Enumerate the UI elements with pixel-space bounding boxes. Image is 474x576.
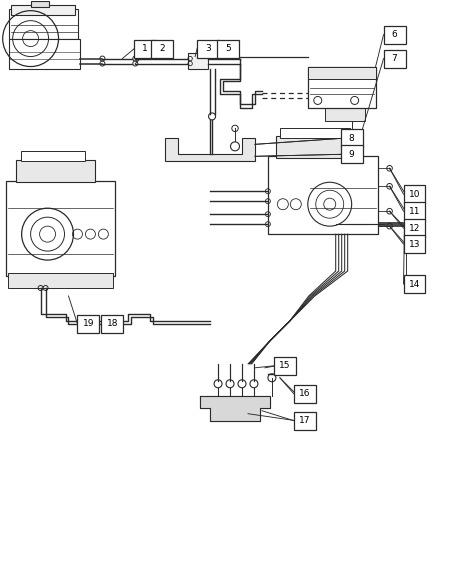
FancyBboxPatch shape bbox=[383, 26, 405, 44]
FancyBboxPatch shape bbox=[325, 108, 365, 122]
FancyBboxPatch shape bbox=[341, 130, 363, 147]
FancyBboxPatch shape bbox=[403, 219, 426, 237]
Text: 2: 2 bbox=[159, 44, 165, 53]
FancyBboxPatch shape bbox=[308, 67, 375, 108]
Text: 18: 18 bbox=[107, 320, 118, 328]
Text: 17: 17 bbox=[299, 416, 310, 425]
FancyBboxPatch shape bbox=[403, 235, 426, 253]
FancyBboxPatch shape bbox=[276, 137, 358, 158]
FancyBboxPatch shape bbox=[308, 67, 375, 78]
FancyBboxPatch shape bbox=[101, 315, 123, 333]
FancyBboxPatch shape bbox=[403, 275, 426, 293]
FancyBboxPatch shape bbox=[294, 412, 316, 430]
FancyBboxPatch shape bbox=[16, 160, 95, 182]
FancyBboxPatch shape bbox=[217, 40, 239, 58]
FancyBboxPatch shape bbox=[403, 185, 426, 203]
FancyBboxPatch shape bbox=[8, 273, 113, 288]
FancyBboxPatch shape bbox=[9, 39, 81, 69]
Text: 15: 15 bbox=[279, 361, 291, 370]
FancyBboxPatch shape bbox=[403, 202, 426, 220]
FancyBboxPatch shape bbox=[151, 40, 173, 58]
FancyBboxPatch shape bbox=[21, 151, 85, 161]
FancyBboxPatch shape bbox=[383, 50, 405, 67]
Text: 16: 16 bbox=[299, 389, 310, 398]
FancyBboxPatch shape bbox=[341, 145, 363, 164]
Text: 13: 13 bbox=[409, 240, 420, 249]
Text: 11: 11 bbox=[409, 207, 420, 215]
Text: 14: 14 bbox=[409, 279, 420, 289]
Polygon shape bbox=[165, 138, 255, 161]
FancyBboxPatch shape bbox=[268, 156, 378, 234]
Text: 5: 5 bbox=[225, 44, 231, 53]
FancyBboxPatch shape bbox=[77, 315, 100, 333]
Text: 19: 19 bbox=[82, 320, 94, 328]
Text: 12: 12 bbox=[409, 223, 420, 233]
FancyBboxPatch shape bbox=[274, 357, 296, 375]
Text: 8: 8 bbox=[349, 134, 355, 143]
FancyBboxPatch shape bbox=[134, 40, 156, 58]
FancyBboxPatch shape bbox=[188, 52, 208, 69]
FancyBboxPatch shape bbox=[31, 1, 48, 7]
Text: 9: 9 bbox=[349, 150, 355, 159]
FancyBboxPatch shape bbox=[197, 40, 219, 58]
Text: 3: 3 bbox=[205, 44, 211, 53]
Polygon shape bbox=[200, 396, 270, 420]
Text: 1: 1 bbox=[142, 44, 148, 53]
Text: 10: 10 bbox=[409, 190, 420, 199]
FancyBboxPatch shape bbox=[11, 5, 75, 14]
FancyBboxPatch shape bbox=[9, 9, 79, 39]
FancyBboxPatch shape bbox=[280, 128, 350, 138]
FancyBboxPatch shape bbox=[294, 385, 316, 403]
Text: 7: 7 bbox=[392, 54, 397, 63]
FancyBboxPatch shape bbox=[6, 181, 115, 276]
Text: 6: 6 bbox=[392, 30, 397, 39]
